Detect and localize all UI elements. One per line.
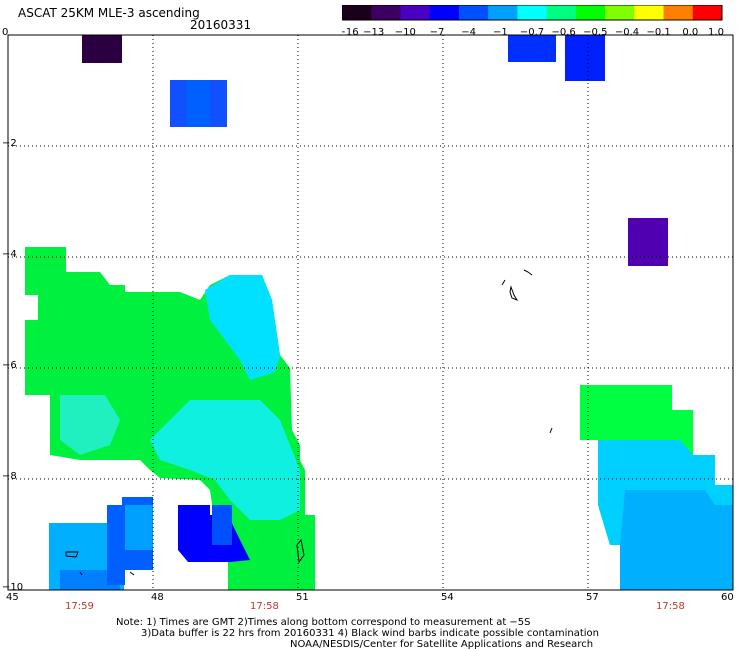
colorbar-frame <box>342 5 723 21</box>
swath-blue-right <box>620 490 733 590</box>
swath-blue-left <box>49 523 124 590</box>
wind-swath-layer <box>25 35 733 590</box>
island-outline <box>79 571 135 576</box>
swath-cyan-left <box>60 395 120 455</box>
colorbar-swatch <box>663 5 694 20</box>
swath-patch <box>508 35 556 62</box>
colorbar-label: −1 <box>493 27 508 37</box>
note-line-2: 3)Data buffer is 22 hrs from 20160331 4)… <box>141 628 599 639</box>
island-outline <box>65 551 79 558</box>
y-tick-label: −6 <box>2 360 17 371</box>
y-tick-label: −2 <box>2 138 17 149</box>
colorbar-label: −13 <box>363 27 384 37</box>
swath-cyan-left <box>205 275 280 380</box>
swath-blue-left <box>107 497 153 585</box>
map-title: ASCAT 25KM MLE-3 ascending <box>18 6 200 20</box>
y-tick-label: −10 <box>2 582 24 593</box>
colorbar-label: −4 <box>461 27 476 37</box>
colorbar-swatches <box>342 5 723 20</box>
island-outline <box>501 279 519 302</box>
island-outline <box>523 269 533 276</box>
colorbar-swatch <box>429 5 460 20</box>
colorbar-swatch <box>575 5 606 20</box>
colorbar-legend: −16 −13 −10 −7 −4 −1 −0.7 −0.6 −0.5 −0.4 −0.1 0.0 1.… <box>342 5 724 37</box>
swath-patch <box>565 35 605 81</box>
swath-green-left <box>25 247 315 590</box>
colorbar-swatch <box>458 5 489 20</box>
colorbar-swatch <box>517 5 548 20</box>
x-tick-label: 45 <box>6 592 19 603</box>
map-gridlines <box>8 35 733 590</box>
swath-blue-left <box>212 505 232 545</box>
island-outline <box>296 538 305 564</box>
colorbar-label: 0.0 <box>682 27 698 37</box>
swath-blue-left <box>60 570 120 590</box>
coastline-layer <box>65 269 553 576</box>
x-tick-label: 51 <box>296 592 309 603</box>
y-tick-label: −8 <box>2 471 17 482</box>
swath-patch <box>170 80 227 127</box>
swath-blue-left <box>125 505 153 550</box>
y-tick-label: 0 <box>2 27 9 38</box>
y-tick-label: −4 <box>2 249 17 260</box>
colorbar-swatch <box>634 5 665 20</box>
colorbar-swatch <box>692 5 723 20</box>
x-tick-label: 48 <box>151 592 164 603</box>
colorbar-swatch <box>546 5 577 20</box>
colorbar-labels: −16 −13 −10 −7 −4 −1 −0.7 −0.6 −0.5 −0.4 −0.1 0.0 1.… <box>342 27 724 37</box>
colorbar-swatch <box>605 5 635 20</box>
colorbar-label: 1.0 <box>708 27 724 37</box>
swath-cyan-left <box>150 400 300 520</box>
pass-time-label: 17:59 <box>65 601 94 612</box>
colorbar-swatch <box>342 5 372 20</box>
x-tick-label: 57 <box>586 592 599 603</box>
swath-patch <box>82 35 122 63</box>
plot-frame <box>7 34 734 591</box>
x-tick-label: 54 <box>441 592 454 603</box>
colorbar-label: −10 <box>395 27 416 37</box>
swath-patch <box>628 218 668 266</box>
swath-green-right <box>580 385 733 590</box>
colorbar-label: −0.1 <box>647 27 671 37</box>
colorbar-label: −0.5 <box>583 27 607 37</box>
colorbar-label: −7 <box>430 27 445 37</box>
note-line-3: NOAA/NESDIS/Center for Satellite Applica… <box>290 639 594 650</box>
colorbar-swatch <box>400 5 431 20</box>
pass-time-label: 17:58 <box>656 601 685 612</box>
colorbar-swatch <box>371 5 401 20</box>
map-date: 20160331 <box>190 18 252 32</box>
colorbar-label: −0.6 <box>552 27 576 37</box>
swath-blue-left <box>178 505 250 562</box>
colorbar-label: −0.7 <box>520 27 544 37</box>
swath-patch <box>186 80 210 127</box>
island-outline <box>549 427 553 434</box>
x-tick-label: 60 <box>721 592 734 603</box>
note-line-1: Note: 1) Times are GMT 2)Times along bot… <box>116 617 531 628</box>
colorbar-label: −0.4 <box>615 27 639 37</box>
colorbar-label: −16 <box>342 27 359 37</box>
pass-time-label: 17:58 <box>250 601 279 612</box>
swath-cyan-right <box>598 440 733 590</box>
colorbar-swatch <box>488 5 518 20</box>
